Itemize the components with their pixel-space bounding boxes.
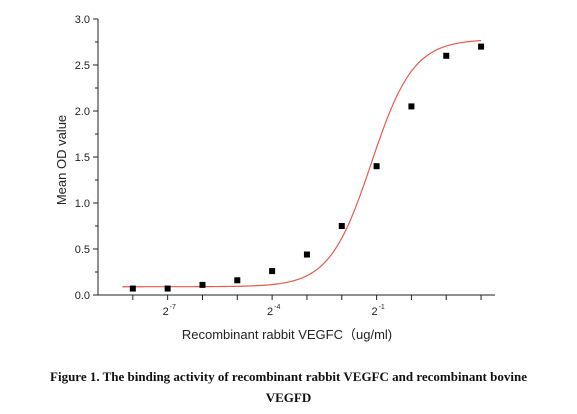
binding-activity-chart: 0.00.51.01.52.02.53.0 2 -7 2 -4 2 -1 Mean OD … [54,14,495,342]
y-tick-label: 0.5 [75,244,90,256]
y-tick-label: 2.0 [75,106,90,118]
y-tick-label: 2.5 [75,60,90,72]
y-axis-label: Mean OD value [54,115,69,205]
data-points [129,43,485,292]
data-point-0 [129,285,136,292]
x-tick-label-2: 2 [372,306,378,318]
y-tick-label: 1.0 [75,198,90,210]
data-point-10 [478,43,485,50]
y-tick-label: 1.5 [75,152,90,164]
x-tick-label-exponent-0: -7 [170,304,176,311]
data-point-5 [303,251,310,258]
y-tick-label: 0.0 [75,290,90,302]
data-point-4 [269,268,276,275]
data-point-8 [408,103,415,110]
data-point-2 [199,281,206,288]
figure-caption: Figure 1. The binding activity of recomb… [0,366,577,408]
y-axis: 0.0 0.5 1.0 1.5 2.0 2.5 3.0 [75,14,99,302]
data-point-9 [443,52,450,59]
x-tick-label-0: 2 [163,306,169,318]
data-point-1 [164,285,171,292]
fit-curve [122,39,482,288]
data-point-6 [338,223,345,229]
x-tick-label-1: 2 [267,306,273,318]
figure-caption-line-1: Figure 1. The binding activity of recomb… [50,369,527,384]
x-axis-label: Recombinant rabbit VEGFC（ug/ml) [182,327,392,342]
figure-caption-line-2: VEGFD [265,390,312,405]
x-tick-label-exponent-1: -4 [274,304,280,311]
y-tick-label: 3.0 [75,14,90,26]
data-point-3 [234,277,241,284]
data-point-7 [373,163,380,170]
x-tick-label-exponent-2: -1 [379,304,385,311]
x-axis: 2 -7 2 -4 2 -1 [98,294,495,318]
fit-curve-group [122,39,482,288]
